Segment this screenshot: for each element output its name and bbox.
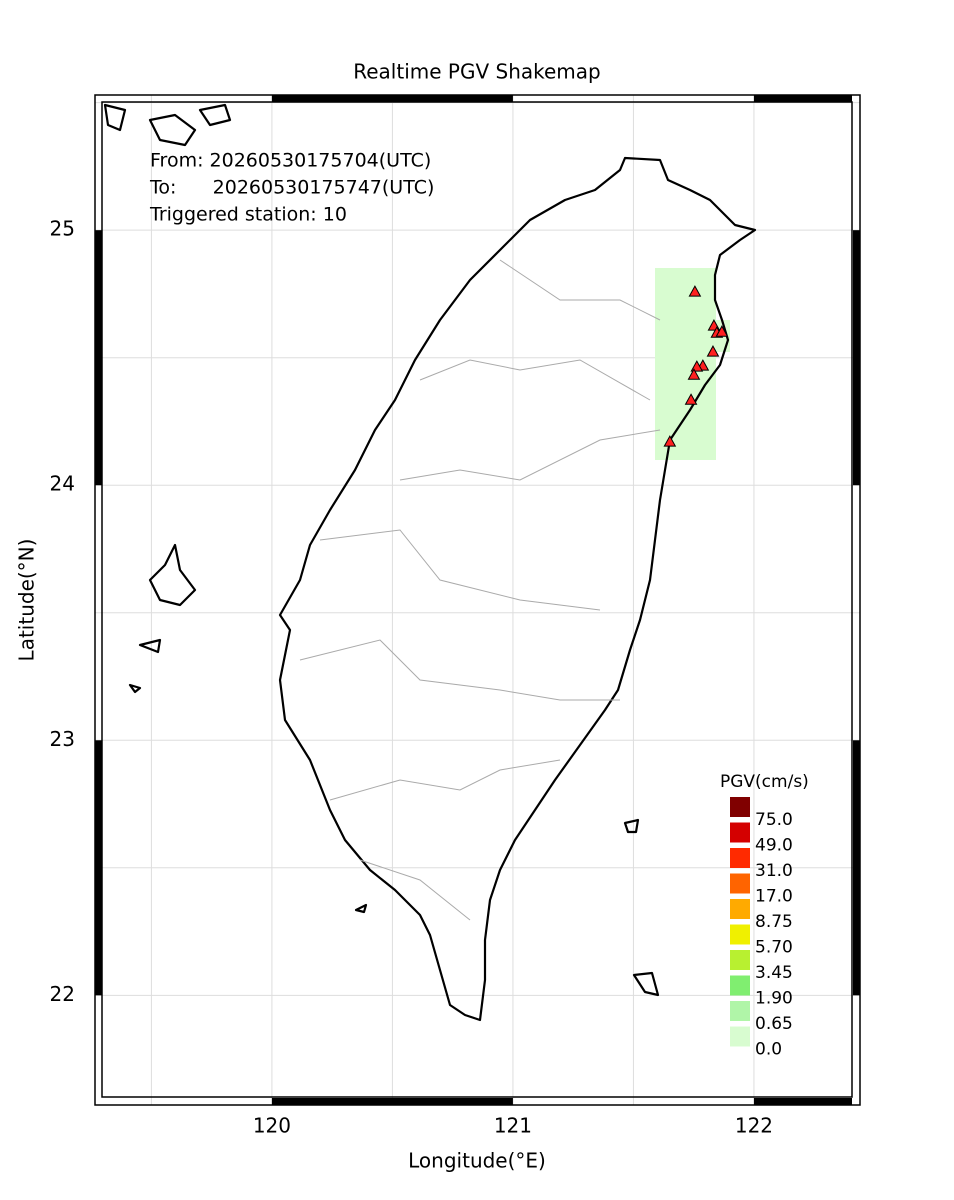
y-tick-label: 25 [50,217,75,241]
station [688,285,702,297]
x-axis-label: Longitude(°E) [408,1149,546,1173]
legend-label: 1.90 [755,989,793,1009]
legend-label: 31.0 [755,861,793,881]
legend-swatch [730,975,750,996]
orchid-island [632,971,660,997]
grid [95,95,860,1105]
legend-title: PGV(cm/s) [720,772,809,792]
legend-swatch [730,822,750,843]
legend-swatch [730,899,750,919]
frame-bar [853,230,860,486]
info-line: To: 20260530175747(UTC) [149,177,434,199]
liuqiu [354,903,368,914]
legend-swatch [730,1001,750,1021]
station [663,435,677,447]
legend-label: 3.45 [755,963,793,983]
legend-swatch [730,924,750,945]
legend-label: 0.0 [755,1040,782,1060]
x-tick-label: 120 [253,1114,291,1138]
frame-bar [271,1098,513,1105]
station [684,393,698,405]
legend-label: 49.0 [755,836,793,856]
frame-bar [271,95,513,102]
legend-label: 0.65 [755,1014,793,1034]
frame-bar [753,1098,852,1105]
coastline [103,103,757,1022]
frame-bar [95,740,102,996]
legend-swatch [730,848,750,868]
legend-label: 17.0 [755,887,793,907]
legend-label: 8.75 [755,912,793,932]
y-tick-label: 23 [50,727,75,751]
station [706,345,720,357]
pgv-cell [655,268,716,460]
legend-swatch [730,950,750,970]
frame-bar [95,230,102,486]
frame-bar [753,95,852,102]
penghu [128,543,197,694]
y-tick-label: 24 [50,472,75,496]
green-island [623,818,640,834]
legend-label: 5.70 [755,938,793,958]
y-axis-label: Latitude(°N) [15,539,39,662]
y-tick-label: 22 [50,982,75,1006]
legend-swatch [730,1026,750,1047]
frame-bar [853,740,860,996]
station [715,325,729,337]
info-line: From: 20260530175704(UTC) [150,150,431,172]
x-tick-label: 122 [735,1114,773,1138]
kinmen-matsu [103,103,232,147]
legend-swatch [730,797,750,817]
station [687,368,701,380]
legend-label: 75.0 [755,810,793,830]
info-line: Triggered station: 10 [149,204,347,226]
title: Realtime PGV Shakemap [353,60,601,84]
taiwan-coast [278,156,757,1022]
county-border [299,259,661,921]
legend-swatch [730,873,750,894]
x-tick-label: 121 [494,1114,532,1138]
frame [94,94,861,1106]
